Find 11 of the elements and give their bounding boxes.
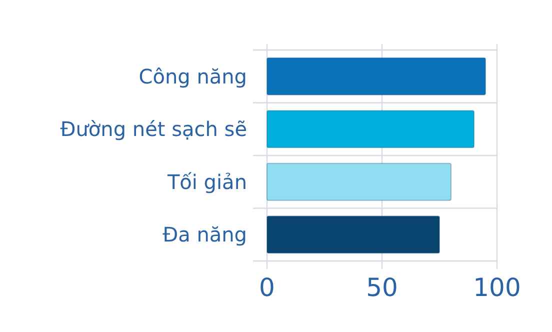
x-tick-label: 50 [366,273,398,302]
y-tick-label: Đa năng [162,222,247,247]
bar [266,216,440,254]
bar [266,110,474,148]
x-tick-label: 0 [259,273,275,302]
bar [266,57,486,96]
x-tick-label: 100 [473,273,521,302]
bar [266,162,452,201]
y-tick-label: Đường nét sạch sẽ [60,117,247,142]
y-tick-label: Công năng [138,64,247,88]
y-tick-label: Tối giản [166,170,247,194]
